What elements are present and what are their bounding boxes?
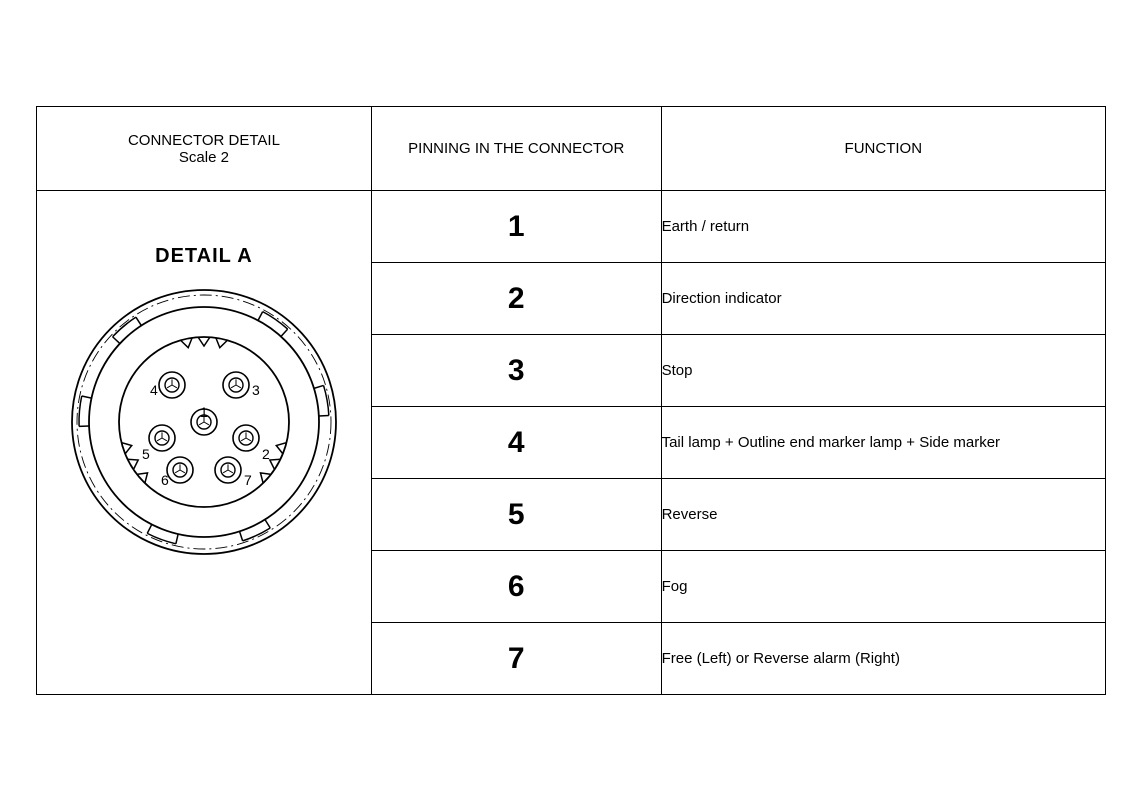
table-row: DETAIL A 1234567 1 Earth / return xyxy=(37,191,1106,263)
header-row: CONNECTOR DETAIL Scale 2 PINNING IN THE … xyxy=(37,107,1106,191)
page: CONNECTOR DETAIL Scale 2 PINNING IN THE … xyxy=(0,0,1140,800)
pin-number: 5 xyxy=(371,479,661,551)
pin-number: 4 xyxy=(371,407,661,479)
pin-diagram-label: 5 xyxy=(142,446,150,462)
pin-function: Tail lamp + Outline end marker lamp + Si… xyxy=(661,407,1105,479)
pin-diagram-label: 3 xyxy=(252,382,260,398)
detail-cell: DETAIL A 1 2 3 4 56 7 xyxy=(37,191,372,695)
pin-function: Fog xyxy=(661,551,1105,623)
detail-a-label: DETAIL A xyxy=(37,245,371,268)
pin-number: 3 xyxy=(371,335,661,407)
pin-function: Direction indicator xyxy=(661,263,1105,335)
pin-diagram-label: 6 xyxy=(161,472,169,488)
header-pin: PINNING IN THE CONNECTOR xyxy=(371,107,661,191)
pin-function: Stop xyxy=(661,335,1105,407)
pin-diagram-label: 1 xyxy=(200,404,208,420)
pin-diagram-label: 7 xyxy=(244,472,252,488)
pin-function: Reverse xyxy=(661,479,1105,551)
pin-number: 2 xyxy=(371,263,661,335)
pin-function: Earth / return xyxy=(661,191,1105,263)
pin-diagram-label: 4 xyxy=(150,382,158,398)
header-detail-line1: CONNECTOR DETAIL xyxy=(128,132,280,149)
pin-number: 7 xyxy=(371,623,661,695)
connector-table: CONNECTOR DETAIL Scale 2 PINNING IN THE … xyxy=(36,106,1106,695)
connector-diagram: 1 2 3 4 56 7 xyxy=(64,282,344,562)
header-detail: CONNECTOR DETAIL Scale 2 xyxy=(37,107,372,191)
pin-diagram-label: 2 xyxy=(262,446,270,462)
header-func: FUNCTION xyxy=(661,107,1105,191)
header-detail-line2: Scale 2 xyxy=(179,149,229,166)
pin-number: 6 xyxy=(371,551,661,623)
pin-function: Free (Left) or Reverse alarm (Right) xyxy=(661,623,1105,695)
pin-number: 1 xyxy=(371,191,661,263)
